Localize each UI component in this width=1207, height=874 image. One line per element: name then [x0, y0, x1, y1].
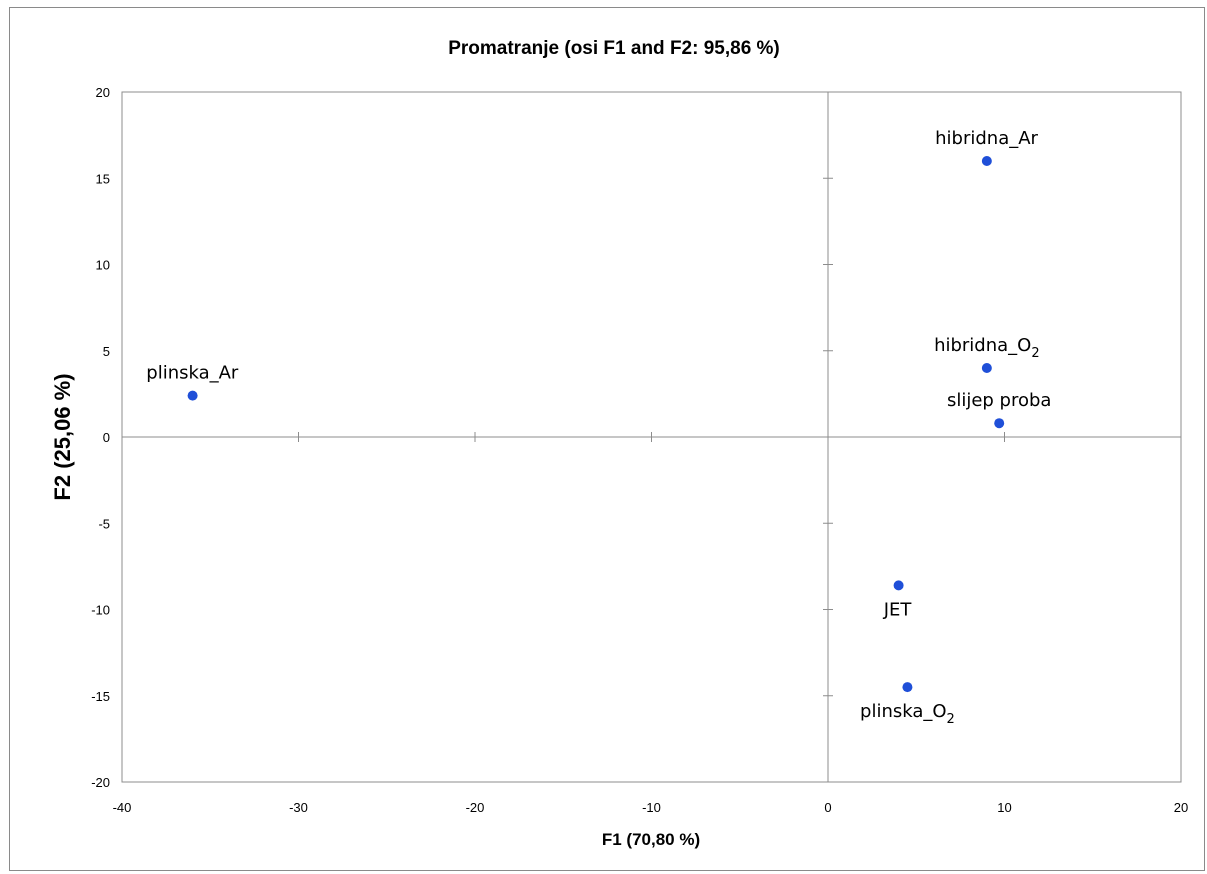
- point-label: slijep proba: [947, 390, 1052, 411]
- x-tick-label: -20: [466, 800, 485, 815]
- y-tick-label: 10: [96, 258, 110, 273]
- point-label: JET: [883, 599, 913, 620]
- tick-labels: -20 -15 -10 -5 0 5 10 15 20 -40 -30 -20 -10 0 10 20: [91, 85, 1188, 815]
- x-tick-label: 10: [997, 800, 1011, 815]
- point-label: hibridna_Ar: [935, 128, 1038, 149]
- y-tick-label: -5: [98, 516, 110, 531]
- y-tick-label: 0: [103, 430, 110, 445]
- data-points: [187, 156, 1005, 693]
- data-point: [187, 390, 198, 401]
- data-point: [981, 156, 992, 166]
- y-tick-label: -15: [91, 689, 110, 704]
- chart-title: Promatranje (osi F1 and F2: 95,86 %): [448, 38, 780, 59]
- x-tick-label: 20: [1174, 800, 1188, 815]
- y-tick-label: 5: [103, 344, 110, 359]
- data-point: [981, 363, 992, 373]
- data-point: [893, 580, 904, 591]
- y-tick-label: -20: [91, 775, 110, 790]
- y-tick-label: 15: [96, 171, 110, 186]
- chart-frame: [9, 7, 1205, 871]
- axes-layer: [121, 91, 1182, 783]
- data-point: [994, 418, 1005, 429]
- y-tick-label: 20: [96, 85, 110, 100]
- point-label: hibridna_O2: [934, 335, 1040, 361]
- x-tick-label: -10: [642, 800, 661, 815]
- data-point: [902, 682, 913, 693]
- point-label: plinska_Ar: [146, 363, 239, 384]
- y-tick-label: -10: [91, 603, 110, 618]
- point-label: plinska_O2: [860, 701, 955, 727]
- x-tick-label: -40: [113, 800, 132, 815]
- x-axis-title: F1 (70,80 %): [602, 830, 700, 849]
- y-axis-title: F2 (25,06 %): [50, 373, 75, 500]
- x-tick-label: 0: [824, 800, 831, 815]
- x-tick-label: -30: [289, 800, 308, 815]
